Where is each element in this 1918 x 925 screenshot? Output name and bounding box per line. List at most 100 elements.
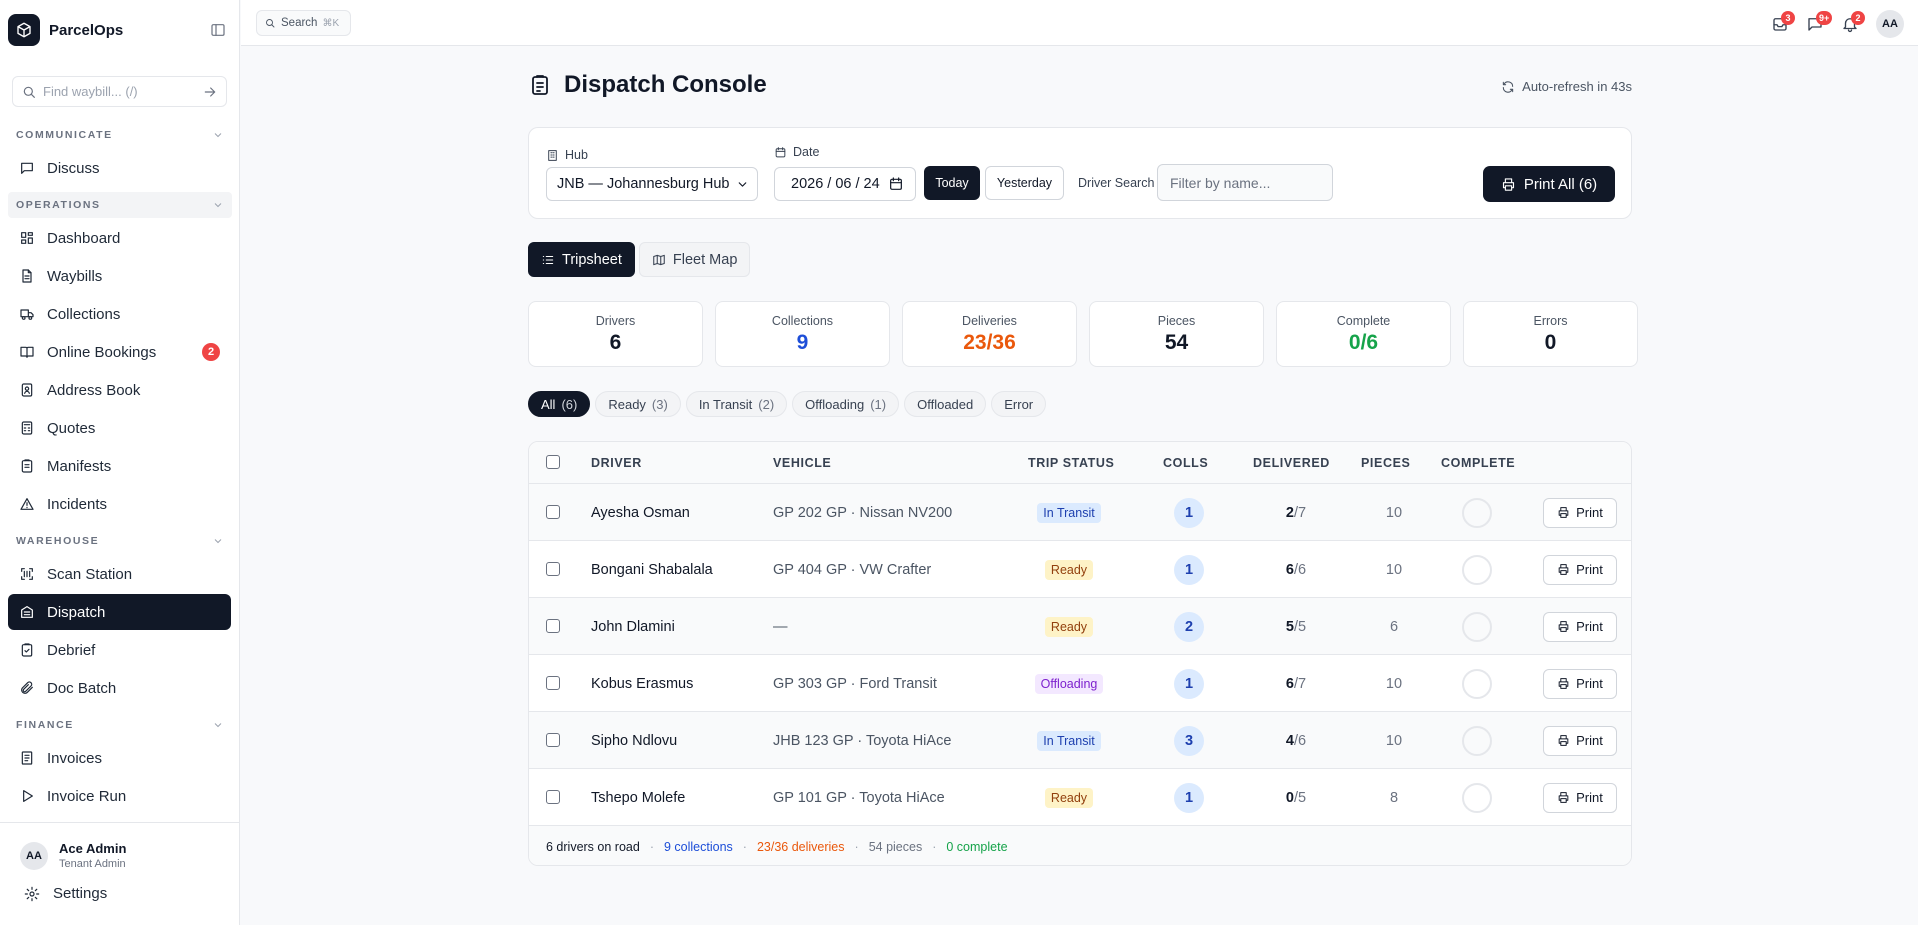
chip-in-transit[interactable]: In Transit (2) bbox=[685, 391, 788, 417]
print-button[interactable]: Print bbox=[1543, 782, 1617, 813]
col-delivered[interactable]: DELIVERED bbox=[1253, 456, 1330, 470]
sidebar-item-waybills[interactable]: Waybills bbox=[8, 258, 231, 294]
global-search-button[interactable]: Search ⌘K bbox=[256, 10, 351, 36]
sidebar-item-invoices[interactable]: Invoices bbox=[8, 740, 231, 776]
section-communicate[interactable]: COMMUNICATE bbox=[8, 122, 232, 148]
chip-error[interactable]: Error bbox=[991, 391, 1047, 417]
col-trip-status[interactable]: TRIP STATUS bbox=[1028, 456, 1115, 470]
col-colls[interactable]: COLLS bbox=[1163, 456, 1209, 470]
sidebar-item-discuss[interactable]: Discuss bbox=[8, 150, 231, 186]
sidebar-item-dispatch[interactable]: Dispatch bbox=[8, 594, 231, 630]
truck-icon bbox=[19, 306, 35, 322]
row-checkbox[interactable] bbox=[546, 562, 560, 576]
stat-value: 9 bbox=[796, 330, 809, 354]
table-row[interactable]: Tshepo Molefe GP 101 GP · Toyota HiAce Rea… bbox=[529, 769, 1631, 826]
avatar: AA bbox=[20, 841, 48, 870]
user-profile[interactable]: AA Ace Admin Tenant Admin bbox=[20, 841, 126, 870]
print-button[interactable]: Print bbox=[1543, 554, 1617, 585]
row-checkbox[interactable] bbox=[546, 790, 560, 804]
arrow-right-icon[interactable] bbox=[202, 84, 218, 100]
today-button[interactable]: Today bbox=[924, 166, 980, 200]
table-row[interactable]: Bongani Shabalala GP 404 GP · VW Crafter R… bbox=[529, 541, 1631, 598]
sidebar-item-doc-batch[interactable]: Doc Batch bbox=[8, 670, 231, 706]
notifications-button[interactable]: 2 bbox=[1841, 11, 1865, 34]
complete-progress-ring bbox=[1462, 497, 1492, 528]
row-checkbox[interactable] bbox=[546, 619, 560, 633]
sidebar-item-scan-station[interactable]: Scan Station bbox=[8, 556, 231, 592]
sidebar-item-invoice-run[interactable]: Invoice Run bbox=[8, 778, 231, 814]
print-cell: Print bbox=[1543, 769, 1617, 826]
sidebar-item-label: Incidents bbox=[47, 495, 108, 513]
waybill-search-input[interactable] bbox=[43, 84, 196, 99]
row-checkbox[interactable] bbox=[546, 505, 560, 519]
auto-refresh[interactable]: Auto-refresh in 43s bbox=[1501, 79, 1632, 94]
hub-select[interactable]: JNB — Johannesburg Hub bbox=[546, 167, 758, 201]
colls-count: 2 bbox=[1174, 611, 1204, 642]
section-finance[interactable]: FINANCE bbox=[8, 712, 232, 738]
col-pieces[interactable]: PIECES bbox=[1361, 456, 1411, 470]
vehicle: — bbox=[773, 618, 788, 635]
col-vehicle[interactable]: VEHICLE bbox=[773, 456, 832, 470]
chat-button[interactable]: 9+ bbox=[1806, 11, 1833, 34]
row-checkbox[interactable] bbox=[546, 733, 560, 747]
complete-progress-ring bbox=[1462, 725, 1492, 756]
user-avatar-button[interactable]: AA bbox=[1876, 10, 1904, 38]
table-row[interactable]: Ayesha Osman GP 202 GP · Nissan NV200 In T… bbox=[529, 484, 1631, 541]
chip-offloaded[interactable]: Offloaded bbox=[904, 391, 987, 417]
pieces-count: 10 bbox=[1385, 504, 1403, 521]
print-label: Print bbox=[1576, 619, 1603, 634]
complete-cell bbox=[1447, 541, 1507, 598]
bookings-count-badge: 2 bbox=[202, 343, 220, 361]
driver-search-input[interactable] bbox=[1157, 164, 1333, 201]
sidebar-item-online-bookings[interactable]: Online Bookings 2 bbox=[8, 334, 231, 370]
date-input[interactable]: 2026 / 06 / 24 bbox=[774, 167, 916, 201]
calendar-picker-icon[interactable] bbox=[888, 176, 904, 192]
gear-icon bbox=[24, 886, 40, 902]
chip-all[interactable]: All (6) bbox=[528, 391, 591, 417]
table-row[interactable]: Sipho Ndlovu JHB 123 GP · Toyota HiAce In … bbox=[529, 712, 1631, 769]
table-row[interactable]: John Dlamini — Ready 2 5/5 6 Print bbox=[529, 598, 1631, 655]
stat-errors: Errors 0 bbox=[1463, 301, 1638, 367]
section-operations[interactable]: OPERATIONS bbox=[8, 192, 232, 218]
sidebar-item-quotes[interactable]: Quotes bbox=[8, 410, 231, 446]
section-warehouse[interactable]: WAREHOUSE bbox=[8, 528, 232, 554]
sidebar-item-collections[interactable]: Collections bbox=[8, 296, 231, 332]
sidebar-item-address-book[interactable]: Address Book bbox=[8, 372, 231, 408]
print-button[interactable]: Print bbox=[1543, 497, 1617, 528]
table-row[interactable]: Kobus Erasmus GP 303 GP · Ford Transit Off… bbox=[529, 655, 1631, 712]
chip-label: Error bbox=[1004, 396, 1034, 412]
clipboard-list-icon bbox=[528, 73, 552, 97]
app-name: ParcelOps bbox=[49, 21, 124, 39]
sidebar-toggle-icon[interactable] bbox=[210, 22, 226, 38]
inbox-button[interactable]: 3 bbox=[1771, 11, 1795, 34]
print-button[interactable]: Print bbox=[1543, 668, 1617, 699]
print-button[interactable]: Print bbox=[1543, 725, 1617, 756]
section-label: COMMUNICATE bbox=[16, 129, 113, 141]
footer-separator: · bbox=[742, 839, 747, 854]
delivered-count: 5 bbox=[1285, 618, 1294, 635]
colls-cell: 2 bbox=[1139, 598, 1239, 655]
stat-label: Drivers bbox=[595, 313, 636, 328]
print-all-button[interactable]: Print All (6) bbox=[1483, 166, 1615, 202]
tab-fleet-map[interactable]: Fleet Map bbox=[638, 242, 751, 277]
date-label: Date bbox=[774, 145, 819, 159]
sidebar-item-manifests[interactable]: Manifests bbox=[8, 448, 231, 484]
settings-link[interactable]: Settings bbox=[24, 885, 107, 902]
chip-ready[interactable]: Ready (3) bbox=[595, 391, 681, 417]
address-book-icon bbox=[19, 382, 35, 398]
select-all-checkbox[interactable] bbox=[546, 455, 560, 469]
complete-progress-ring bbox=[1462, 782, 1492, 813]
footer-drivers: 6 drivers on road bbox=[546, 839, 640, 854]
print-button[interactable]: Print bbox=[1543, 611, 1617, 642]
col-driver[interactable]: DRIVER bbox=[591, 456, 642, 470]
sidebar-item-dashboard[interactable]: Dashboard bbox=[8, 220, 231, 256]
yesterday-button[interactable]: Yesterday bbox=[985, 166, 1064, 200]
sidebar-item-debrief[interactable]: Debrief bbox=[8, 632, 231, 668]
status-badge: In Transit bbox=[1037, 502, 1101, 523]
print-cell: Print bbox=[1543, 712, 1617, 769]
sidebar-item-incidents[interactable]: Incidents bbox=[8, 486, 231, 522]
tab-tripsheet[interactable]: Tripsheet bbox=[528, 242, 635, 277]
chip-offloading[interactable]: Offloading (1) bbox=[792, 391, 900, 417]
col-complete[interactable]: COMPLETE bbox=[1441, 456, 1516, 470]
row-checkbox[interactable] bbox=[546, 676, 560, 690]
